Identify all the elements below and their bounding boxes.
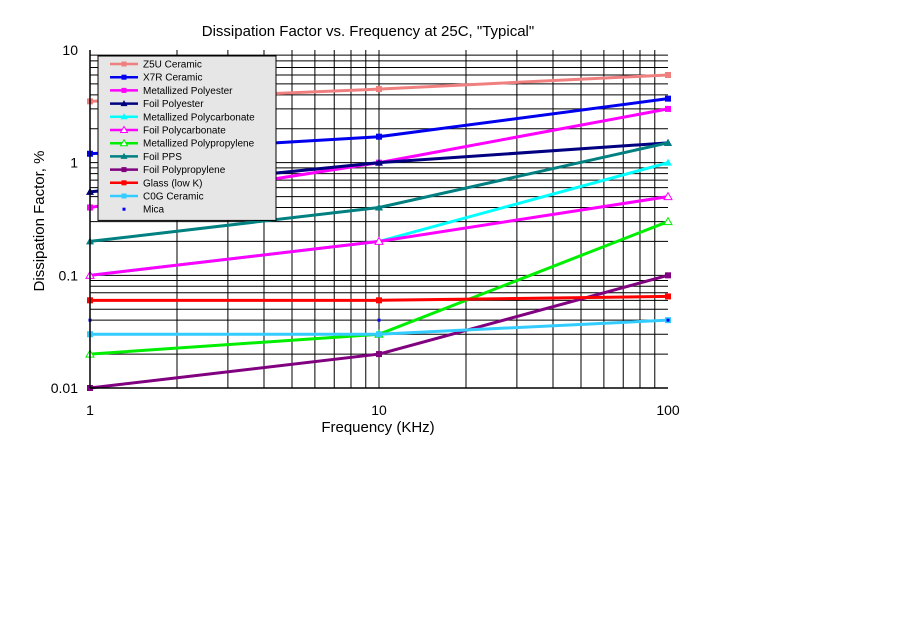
legend-swatch-marker: [121, 61, 127, 67]
data-point: [375, 203, 383, 211]
data-point: [665, 105, 671, 112]
legend-item: Z5U Ceramic: [110, 60, 202, 71]
data-point: [376, 86, 382, 93]
data-point: [665, 293, 671, 300]
data-point: [666, 318, 670, 322]
data-point: [664, 138, 672, 146]
x-tick-label: 10: [371, 402, 387, 418]
legend-item: Metallized Polypropylene: [110, 139, 255, 150]
legend-label: Foil Polyester: [143, 99, 204, 110]
legend: Z5U Ceramic X7R Ceramic Metallized Polyest…: [97, 55, 277, 221]
legend-item: Foil Polycarbonate: [110, 126, 226, 137]
data-point: [663, 191, 673, 201]
legend-label: Metallized Polyester: [143, 86, 233, 97]
y-tick-label: 1: [70, 155, 78, 171]
legend-swatch-marker: [122, 207, 126, 211]
y-tick-label: 0.01: [51, 380, 78, 396]
legend-swatch-marker: [120, 113, 128, 120]
data-point: [377, 318, 381, 322]
data-point: [665, 95, 671, 102]
legend-swatch-marker: [120, 152, 128, 159]
chart-title: Dissipation Factor vs. Frequency at 25C,…: [202, 23, 534, 40]
x-tick-label: 100: [656, 402, 680, 418]
data-point: [664, 158, 672, 166]
legend-item: C0G Ceramic: [110, 192, 204, 203]
legend-swatch-marker: [121, 87, 127, 93]
legend-label: Mica: [143, 205, 165, 216]
data-point: [663, 216, 673, 226]
data-point: [376, 297, 382, 304]
legend-label: Z5U Ceramic: [143, 60, 202, 71]
legend-label: Glass (low K): [143, 178, 202, 189]
legend-swatch-marker: [121, 180, 127, 186]
legend-label: Foil Polypropylene: [143, 165, 226, 176]
legend-swatch-marker: [119, 125, 129, 133]
y-tick-label: 0.1: [59, 267, 79, 283]
legend-swatch-marker: [121, 193, 127, 199]
legend-item: Metallized Polycarbonate: [110, 112, 255, 123]
y-axis-label: Dissipation Factor, %: [31, 151, 48, 292]
legend-label: Foil Polycarbonate: [143, 126, 226, 137]
legend-swatch-marker: [121, 167, 127, 173]
legend-label: Foil PPS: [143, 152, 182, 163]
legend-label: Metallized Polypropylene: [143, 139, 255, 150]
data-point: [376, 351, 382, 358]
legend-label: C0G Ceramic: [143, 192, 204, 203]
legend-item: Glass (low K): [110, 178, 202, 189]
legend-swatch-marker: [120, 100, 128, 107]
legend-item: Foil Polypropylene: [110, 165, 226, 176]
x-tick-label: 1: [86, 402, 94, 418]
legend-item: Foil PPS: [110, 152, 182, 163]
legend-swatch-marker: [119, 138, 129, 147]
legend-item: Mica: [122, 205, 165, 216]
legend-item: Foil Polyester: [110, 99, 204, 110]
legend-swatch-marker: [121, 74, 127, 80]
legend-box: [97, 55, 277, 221]
x-axis-label: Frequency (KHz): [321, 419, 434, 436]
legend-label: X7R Ceramic: [143, 73, 202, 84]
data-point: [665, 272, 671, 279]
data-point: [376, 133, 382, 140]
data-point: [375, 158, 383, 166]
legend-item: X7R Ceramic: [110, 73, 202, 84]
y-tick-label: 10: [62, 42, 78, 58]
data-point: [374, 236, 384, 245]
axes: [89, 50, 668, 389]
tick-labels: 1 10 100 0.01 0.1 1 10: [51, 42, 680, 418]
data-point: [376, 331, 382, 338]
data-point: [665, 71, 671, 78]
legend-item: Metallized Polyester: [110, 86, 233, 97]
legend-label: Metallized Polycarbonate: [143, 112, 255, 123]
